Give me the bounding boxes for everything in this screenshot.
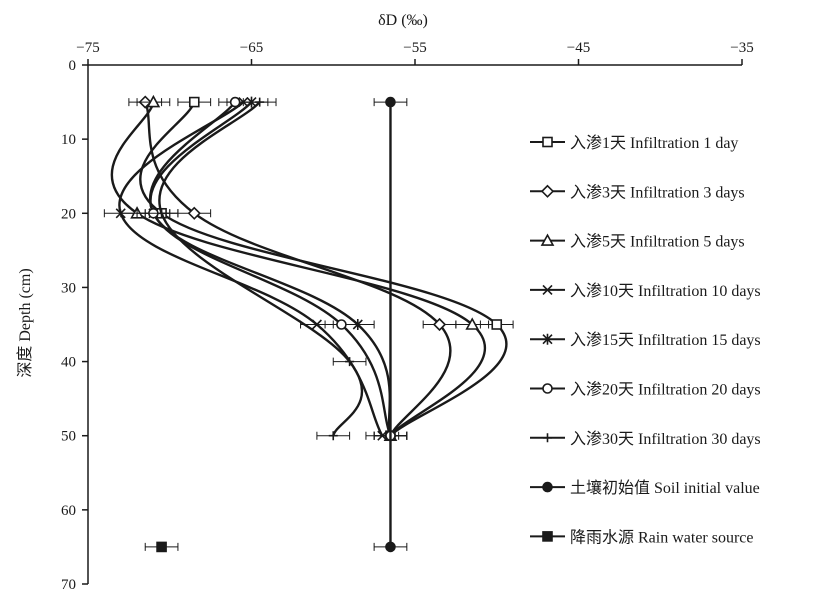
legend-label: 入渗20天 Infiltration 20 days — [570, 381, 761, 399]
marker-diamond-open — [540, 184, 555, 198]
series-line — [118, 101, 384, 437]
legend-label: 降雨水源 Rain water source — [570, 528, 754, 546]
series-4 — [103, 97, 400, 441]
marker-plus — [255, 97, 265, 107]
marker-circle-filled — [385, 541, 396, 553]
series-9 — [144, 541, 179, 553]
series-layer — [103, 94, 514, 553]
legend-item: 土壤初始值 Soil initial value — [530, 478, 760, 497]
series-5 — [136, 96, 408, 442]
marker-circle-open — [229, 96, 241, 108]
marker-x — [311, 319, 322, 330]
marker-plus — [543, 433, 552, 443]
legend-label: 入渗3天 Infiltration 3 days — [570, 183, 745, 201]
legend-label: 入渗15天 Infiltration 15 days — [570, 331, 761, 349]
legend-item: 入渗5天 Infiltration 5 days — [530, 233, 745, 251]
marker-diamond-open — [432, 317, 447, 332]
x-tick-label: −75 — [76, 40, 99, 56]
series-line — [149, 101, 392, 437]
marker-plus — [328, 431, 338, 441]
series-line — [110, 101, 486, 437]
legend-label: 土壤初始值 Soil initial value — [570, 478, 760, 497]
y-tick-label: 70 — [61, 577, 76, 592]
axis-ticks: −75 −65 −55 −45 −35 0 10 20 30 40 50 60 70 — [61, 40, 754, 592]
legend-label: 入渗5天 Infiltration 5 days — [570, 233, 745, 251]
y-axis-title: 深度 Depth (cm) — [16, 268, 34, 377]
legend-item: 入渗10天 Infiltration 10 days — [530, 282, 761, 300]
marker-square-filled — [542, 531, 553, 542]
marker-circle-filled — [385, 96, 396, 108]
marker-triangle-open — [146, 94, 161, 108]
legend-item: 入渗3天 Infiltration 3 days — [530, 183, 745, 201]
y-tick-label: 30 — [61, 280, 76, 296]
y-tick-label: 0 — [69, 58, 77, 74]
x-tick-label: −65 — [240, 40, 263, 56]
marker-triangle-open — [465, 317, 480, 330]
marker-x — [542, 284, 553, 295]
legend-item: 入渗20天 Infiltration 20 days — [530, 381, 761, 399]
y-tick-label: 50 — [61, 429, 76, 445]
x-axis-title: δD (‰) — [378, 12, 428, 29]
marker-star — [542, 333, 553, 345]
series-line — [139, 101, 508, 437]
marker-diamond-open — [187, 206, 201, 220]
marker-circle-filled — [542, 481, 553, 493]
legend-item: 降雨水源 Rain water source — [530, 528, 754, 546]
marker-circle-open — [336, 319, 347, 330]
legend-label: 入渗30天 Infiltration 30 days — [570, 430, 761, 448]
x-tick-label: −45 — [567, 40, 590, 56]
y-tick-label: 10 — [61, 132, 76, 148]
legend-item: 入渗1天 Infiltration 1 day — [530, 134, 738, 152]
legend: 入渗1天 Infiltration 1 day 入渗3天 Infiltration… — [530, 134, 761, 546]
marker-triangle-open — [540, 233, 555, 246]
series-8 — [373, 96, 408, 553]
series-6 — [136, 96, 408, 442]
marker-x — [115, 208, 126, 219]
series-line — [149, 101, 392, 437]
legend-item: 入渗15天 Infiltration 15 days — [530, 331, 761, 349]
series-line — [158, 101, 364, 437]
marker-square-open — [542, 136, 553, 148]
marker-plus — [345, 357, 355, 367]
series-2 — [128, 95, 457, 443]
x-tick-label: −35 — [730, 40, 753, 56]
series-line — [144, 101, 452, 437]
marker-square-open — [491, 319, 503, 330]
marker-plus — [157, 208, 167, 218]
y-tick-label: 20 — [61, 206, 76, 222]
y-tick-label: 60 — [61, 503, 76, 519]
y-tick-label: 40 — [61, 355, 76, 371]
series-7 — [144, 97, 367, 441]
legend-item: 入渗30天 Infiltration 30 days — [530, 430, 761, 448]
marker-square-filled — [156, 541, 167, 553]
marker-circle-open — [542, 383, 553, 394]
legend-label: 入渗1天 Infiltration 1 day — [570, 134, 738, 152]
legend-label: 入渗10天 Infiltration 10 days — [570, 282, 761, 300]
marker-square-open — [188, 96, 200, 108]
x-tick-label: −55 — [403, 40, 426, 56]
